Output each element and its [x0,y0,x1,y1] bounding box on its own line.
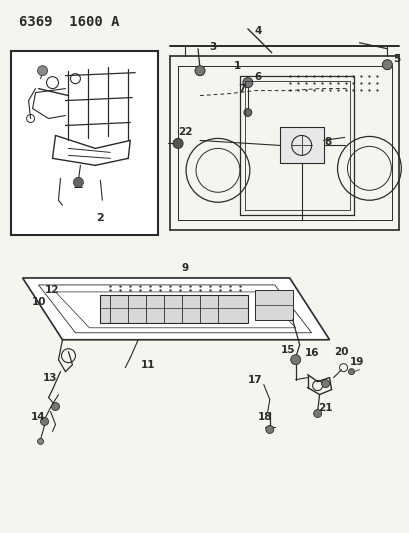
Circle shape [290,354,300,365]
Text: 11: 11 [141,360,155,370]
Circle shape [243,109,251,117]
Text: 6369  1600 A: 6369 1600 A [18,15,119,29]
Text: 3: 3 [209,42,216,52]
Text: 17: 17 [247,375,261,385]
Bar [279,127,323,163]
Text: 1: 1 [234,61,241,71]
Text: 5: 5 [392,54,399,64]
Circle shape [52,402,59,410]
Bar [11,51,158,235]
Text: 19: 19 [349,357,364,367]
Text: 14: 14 [31,413,46,423]
Circle shape [321,379,329,387]
Circle shape [195,66,204,76]
Text: 7: 7 [238,84,245,94]
Circle shape [348,369,354,375]
Text: 8: 8 [323,138,330,148]
Bar [254,290,292,320]
Text: 20: 20 [333,346,348,357]
Bar [100,295,247,323]
Circle shape [242,78,252,87]
Circle shape [265,425,273,433]
Circle shape [73,177,83,187]
Text: 21: 21 [317,402,332,413]
Text: 15: 15 [280,345,294,355]
Polygon shape [22,278,329,340]
Text: 9: 9 [181,263,188,273]
Text: 12: 12 [45,285,60,295]
Circle shape [40,417,48,425]
Circle shape [382,60,391,70]
Text: 6: 6 [254,71,261,82]
Text: 22: 22 [178,127,192,138]
Text: 2: 2 [96,213,104,223]
Text: 13: 13 [43,373,58,383]
Text: 16: 16 [303,348,318,358]
Text: 4: 4 [254,26,261,36]
Text: 10: 10 [31,297,46,307]
Circle shape [38,439,43,445]
Circle shape [173,139,183,148]
Circle shape [313,409,321,417]
Circle shape [38,66,47,76]
Text: 18: 18 [257,413,272,423]
